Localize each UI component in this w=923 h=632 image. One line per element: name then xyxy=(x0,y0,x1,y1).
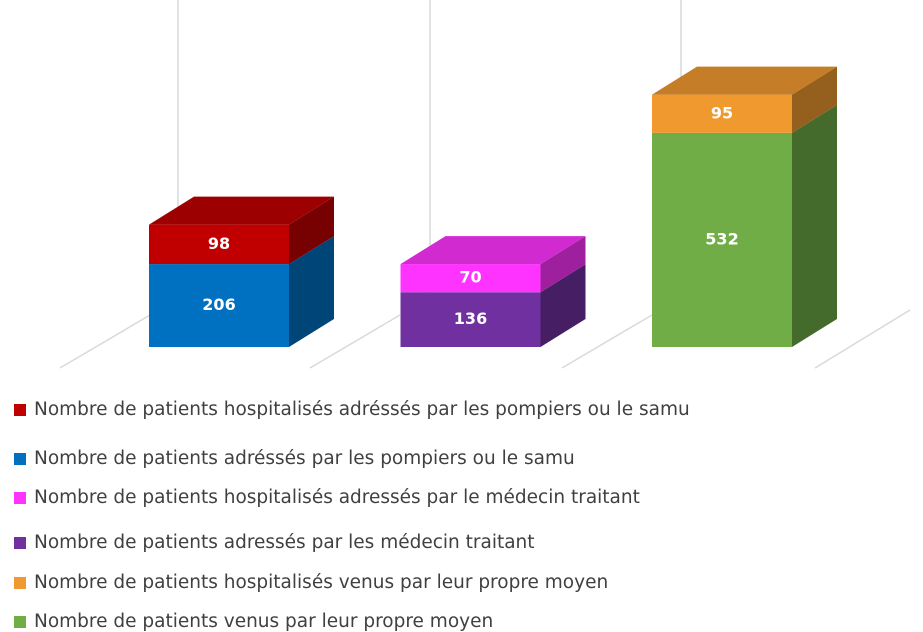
value-label: 136 xyxy=(454,309,487,328)
legend-swatch xyxy=(14,616,26,628)
bar-side xyxy=(540,264,586,347)
bar xyxy=(652,94,792,133)
bar-side xyxy=(792,66,837,133)
value-label: 70 xyxy=(459,268,481,287)
legend-label: Nombre de patients hospitalisés adréssés… xyxy=(34,399,690,420)
bar xyxy=(400,292,541,347)
legend-label: Nombre de patients venus par leur propre… xyxy=(34,611,493,632)
bar-side xyxy=(289,196,334,265)
bar xyxy=(149,224,289,265)
bar-side xyxy=(289,236,334,347)
legend-label: Nombre de patients adressés par les méde… xyxy=(34,532,535,553)
bar xyxy=(652,132,792,347)
bar-top xyxy=(400,236,586,265)
bar-side xyxy=(540,236,586,293)
legend-swatch xyxy=(14,577,26,589)
bar-top xyxy=(149,196,334,225)
legend-swatch xyxy=(14,537,26,549)
legend-swatch xyxy=(14,453,26,465)
legend-label: Nombre de patients adréssés par les pomp… xyxy=(34,448,575,469)
legend-swatch xyxy=(14,492,26,504)
value-label: 95 xyxy=(711,103,733,122)
legend-swatch xyxy=(14,404,26,416)
value-label: 206 xyxy=(202,295,235,314)
legend-label: Nombre de patients hospitalisés adressés… xyxy=(34,487,640,508)
bar-top xyxy=(652,66,837,95)
bar xyxy=(400,264,541,293)
bar-side xyxy=(792,104,837,348)
bar xyxy=(149,264,289,347)
value-label: 532 xyxy=(705,229,738,248)
value-label: 98 xyxy=(208,234,230,253)
legend-label: Nombre de patients hospitalisés venus pa… xyxy=(34,572,608,593)
